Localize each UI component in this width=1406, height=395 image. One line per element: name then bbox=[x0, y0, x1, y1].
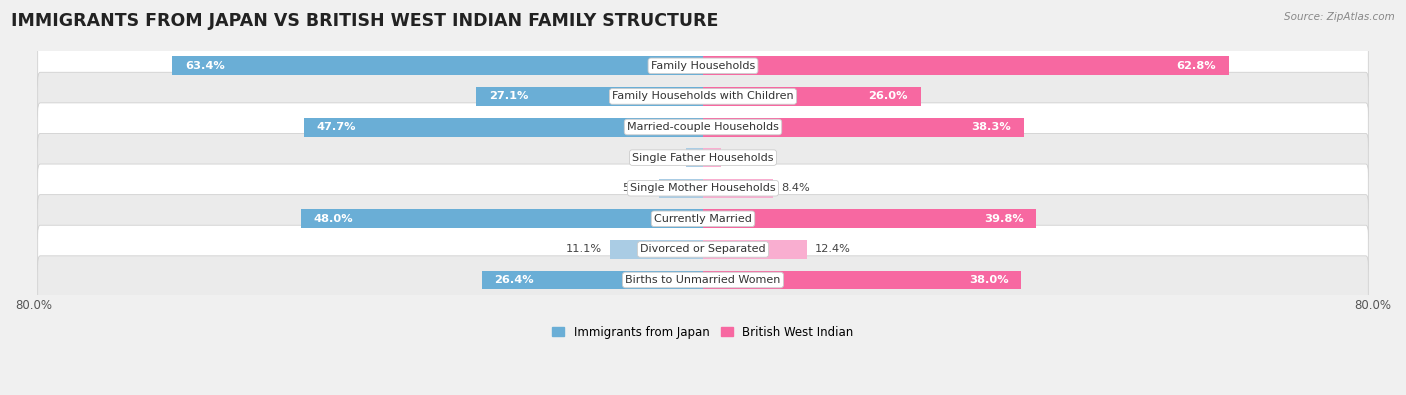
Bar bbox=[703, 148, 721, 167]
Text: 48.0%: 48.0% bbox=[314, 214, 353, 224]
Text: 8.4%: 8.4% bbox=[782, 183, 810, 193]
FancyBboxPatch shape bbox=[38, 225, 1368, 274]
Text: Divorced or Separated: Divorced or Separated bbox=[640, 245, 766, 254]
Text: 38.0%: 38.0% bbox=[969, 275, 1008, 285]
Bar bbox=[703, 87, 921, 106]
Bar bbox=[703, 118, 1024, 137]
Text: 47.7%: 47.7% bbox=[316, 122, 356, 132]
Text: 26.4%: 26.4% bbox=[495, 275, 534, 285]
Text: Currently Married: Currently Married bbox=[654, 214, 752, 224]
FancyBboxPatch shape bbox=[38, 72, 1368, 120]
Text: Source: ZipAtlas.com: Source: ZipAtlas.com bbox=[1284, 12, 1395, 22]
Text: 26.0%: 26.0% bbox=[869, 91, 908, 102]
Text: 62.8%: 62.8% bbox=[1177, 61, 1216, 71]
FancyBboxPatch shape bbox=[38, 195, 1368, 243]
Bar bbox=[477, 87, 703, 106]
Bar bbox=[703, 56, 1229, 75]
Bar bbox=[703, 179, 773, 198]
Bar bbox=[301, 209, 703, 228]
Bar bbox=[703, 209, 1036, 228]
Text: 11.1%: 11.1% bbox=[565, 245, 602, 254]
Legend: Immigrants from Japan, British West Indian: Immigrants from Japan, British West Indi… bbox=[547, 321, 859, 343]
Bar bbox=[610, 240, 703, 259]
FancyBboxPatch shape bbox=[38, 256, 1368, 304]
Text: 2.0%: 2.0% bbox=[650, 152, 678, 163]
Bar bbox=[686, 148, 703, 167]
Text: Married-couple Households: Married-couple Households bbox=[627, 122, 779, 132]
Text: Family Households with Children: Family Households with Children bbox=[612, 91, 794, 102]
Bar bbox=[482, 271, 703, 290]
FancyBboxPatch shape bbox=[38, 42, 1368, 90]
Text: 39.8%: 39.8% bbox=[984, 214, 1024, 224]
Text: Family Households: Family Households bbox=[651, 61, 755, 71]
Text: 38.3%: 38.3% bbox=[972, 122, 1011, 132]
FancyBboxPatch shape bbox=[38, 164, 1368, 213]
Bar bbox=[304, 118, 703, 137]
Bar bbox=[703, 271, 1021, 290]
Text: 12.4%: 12.4% bbox=[815, 245, 851, 254]
FancyBboxPatch shape bbox=[38, 103, 1368, 151]
Text: Single Mother Households: Single Mother Households bbox=[630, 183, 776, 193]
Bar bbox=[173, 56, 703, 75]
Text: Single Father Households: Single Father Households bbox=[633, 152, 773, 163]
Text: 63.4%: 63.4% bbox=[186, 61, 225, 71]
Text: 5.2%: 5.2% bbox=[623, 183, 651, 193]
Text: 2.2%: 2.2% bbox=[730, 152, 758, 163]
FancyBboxPatch shape bbox=[38, 134, 1368, 182]
Text: Births to Unmarried Women: Births to Unmarried Women bbox=[626, 275, 780, 285]
Bar bbox=[703, 240, 807, 259]
Bar bbox=[659, 179, 703, 198]
Text: 27.1%: 27.1% bbox=[489, 91, 529, 102]
Text: IMMIGRANTS FROM JAPAN VS BRITISH WEST INDIAN FAMILY STRUCTURE: IMMIGRANTS FROM JAPAN VS BRITISH WEST IN… bbox=[11, 12, 718, 30]
